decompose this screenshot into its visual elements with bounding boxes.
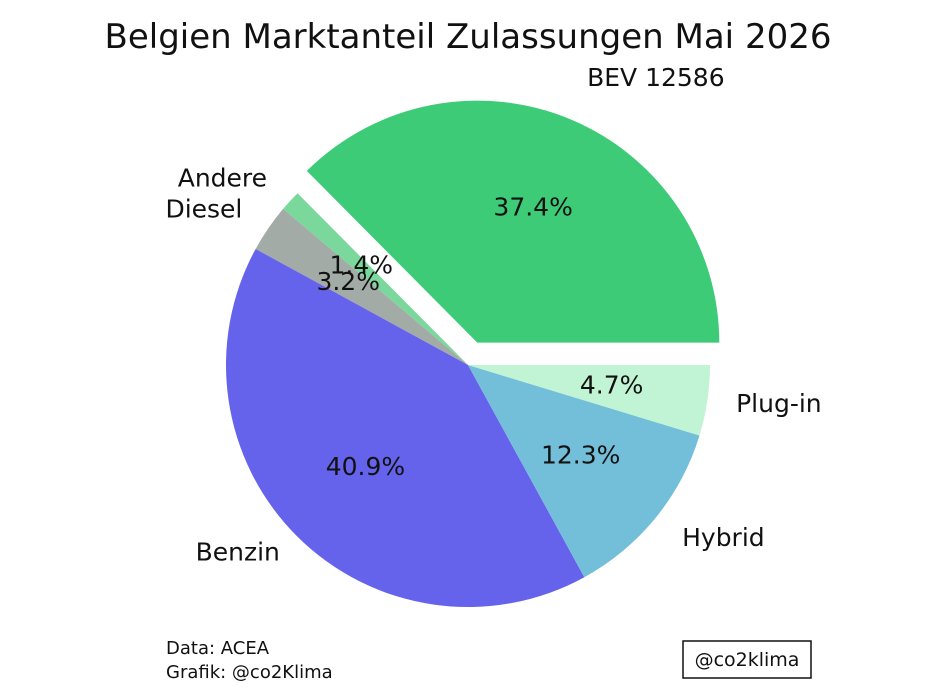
pct-label-bev: 37.4%: [493, 193, 572, 222]
slice-label-andere: Andere: [178, 164, 267, 193]
handle-box: [682, 640, 812, 679]
chart-title: Belgien Marktanteil Zulassungen Mai 2026: [105, 17, 832, 57]
slice-label-hybrid: Hybrid: [682, 523, 765, 552]
pct-label-benzin: 40.9%: [326, 452, 405, 481]
pie-slice-diesel: [255, 208, 468, 365]
pie-slice-plug-in: [468, 365, 710, 436]
graphic-author-credit: Grafik: @co2Klima: [166, 662, 333, 683]
pie-slice-andere: [283, 193, 468, 365]
slice-label-diesel: Diesel: [165, 194, 242, 223]
pie-slice-benzin: [226, 248, 585, 607]
pie-slice-hybrid: [468, 365, 700, 578]
pct-label-andere: 1.4%: [330, 251, 394, 280]
pct-label-hybrid: 12.3%: [541, 441, 620, 470]
slice-label-benzin: Benzin: [196, 537, 280, 566]
slice-label-bev: BEV 12586: [587, 63, 725, 92]
pct-label-diesel: 3.2%: [316, 267, 380, 296]
data-source-credit: Data: ACEA: [166, 638, 270, 659]
pie-slice-bev: [306, 100, 720, 343]
handle-label: @co2klima: [695, 649, 800, 671]
pct-label-plug-in: 4.7%: [580, 370, 644, 399]
pie-slices: [226, 100, 720, 607]
pie-labels: 37.4% BEV 12586 1.4% Andere 3.2% Diesel 40.9% B…: [165, 63, 821, 566]
slice-label-plug-in: Plug-in: [736, 389, 822, 418]
